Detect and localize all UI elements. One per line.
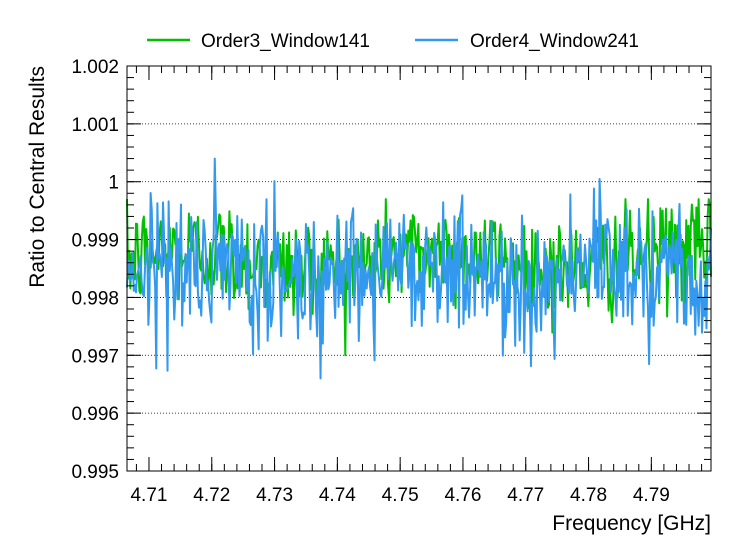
legend-label-order4: Order4_Window241	[470, 31, 639, 52]
series-line-order4-window241	[126, 157, 712, 380]
x-axis-title: Frequency [GHz]	[552, 512, 711, 535]
y-tick-label: 0.996	[71, 404, 119, 425]
y-tick-label: 0.997	[71, 346, 119, 367]
y-tick-label: 1	[108, 173, 119, 194]
y-tick-label: 0.999	[71, 231, 119, 252]
x-tick-label: 4.77	[507, 485, 544, 506]
x-tick-label: 4.72	[193, 485, 230, 506]
y-axis-title: Ratio to Central Results	[26, 66, 49, 288]
x-tick-label: 4.71	[130, 485, 167, 506]
x-tick-label: 4.75	[382, 485, 419, 506]
plot-frame	[126, 65, 712, 472]
y-tick-label: 1.001	[71, 115, 119, 136]
legend: Order3_Window141 Order4_Window241	[147, 31, 639, 52]
legend-label-order3: Order3_Window141	[201, 31, 370, 52]
x-tick-label: 4.74	[319, 485, 356, 506]
axis-ticks	[127, 65, 711, 472]
x-tick-label: 4.78	[570, 485, 607, 506]
plot-series	[126, 157, 712, 380]
x-tick-label: 4.76	[444, 485, 481, 506]
x-axis-tick-labels: 4.71 4.72 4.73 4.74 4.75 4.76 4.77 4.78 4.79	[130, 485, 669, 506]
x-tick-label: 4.79	[633, 485, 670, 506]
y-axis-tick-labels: 0.995 0.996 0.997 0.998 0.999 1 1.001 1.002	[71, 57, 119, 483]
y-tick-label: 0.995	[71, 462, 119, 483]
y-tick-label: 0.998	[71, 288, 119, 309]
y-tick-label: 1.002	[71, 57, 119, 78]
x-tick-label: 4.73	[256, 485, 293, 506]
